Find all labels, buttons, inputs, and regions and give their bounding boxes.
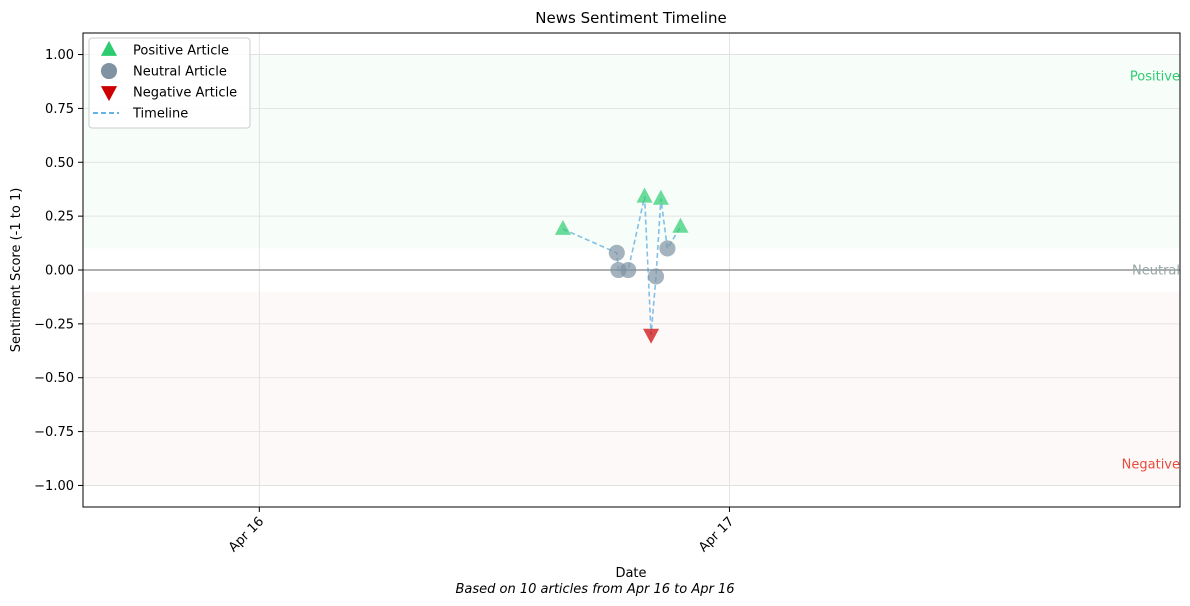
legend-marker: [100, 86, 118, 102]
y-tick-label: −1.00: [34, 479, 74, 494]
legend-label: Timeline: [132, 107, 188, 122]
positive-article-point: [652, 189, 669, 205]
positive-article-point: [554, 219, 571, 235]
legend: Positive Article Neutral Article Negative …: [88, 37, 251, 129]
y-tick-label: 1.00: [45, 48, 74, 63]
legend-marker: [100, 40, 118, 56]
neutral-article-point: [620, 261, 637, 279]
x-tick-label: Apr 17: [696, 514, 737, 555]
x-axis-label: Date: [615, 566, 646, 581]
legend-label: Neutral Article: [133, 65, 227, 80]
y-tick-label: −0.25: [34, 317, 74, 332]
positive-article-point: [636, 187, 653, 203]
y-tick-label: 0.75: [45, 102, 74, 117]
negative-zone-label: Negative: [1122, 457, 1180, 472]
y-tick-label: −0.75: [34, 425, 74, 440]
negative-zone: [83, 292, 1180, 486]
neutral-zone-label: Neutral: [1132, 264, 1180, 279]
neutral-article-point: [659, 240, 676, 257]
legend-label: Positive Article: [133, 44, 229, 59]
data-series: [554, 187, 689, 344]
y-axis-label: Sentiment Score (-1 to 1): [9, 188, 24, 353]
timeline-line: [562, 196, 682, 335]
neutral-article-point: [608, 244, 625, 261]
zone-labels: Positive Neutral Negative: [1122, 70, 1180, 473]
neutral-article-point: [647, 268, 665, 285]
y-tick-label: 0.00: [45, 264, 74, 279]
x-tick-label: Apr 16: [226, 514, 267, 555]
chart-caption: Based on 10 articles from Apr 16 to Apr …: [455, 582, 734, 597]
positive-zone-label: Positive: [1130, 70, 1180, 85]
positive-article-point: [672, 217, 689, 233]
negative-article-point: [643, 328, 660, 344]
chart-title: News Sentiment Timeline: [535, 9, 726, 27]
y-tick-label: 0.25: [45, 210, 74, 225]
legend-label: Negative Article: [133, 86, 237, 101]
y-tick-label: 0.50: [45, 156, 74, 171]
y-tick-label: −0.50: [34, 371, 74, 386]
legend-marker: [100, 62, 118, 80]
legend-box: [88, 37, 251, 129]
